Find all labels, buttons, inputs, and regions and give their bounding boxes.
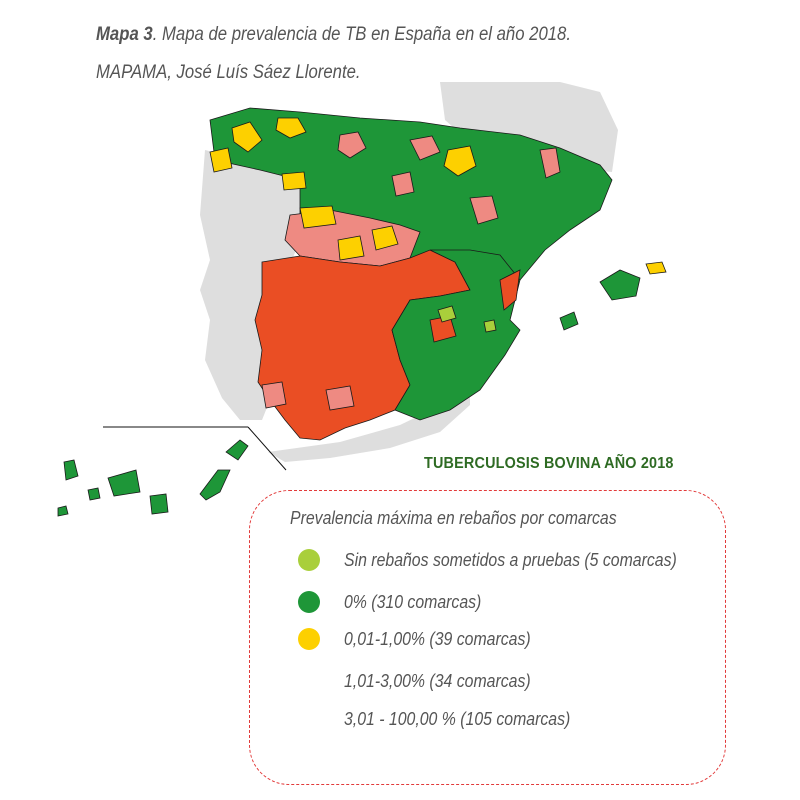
region-avila-low: [337, 235, 365, 261]
island-la-palma: [63, 459, 79, 481]
caption-credit: MAPAMA, José Luís Sáez Llorente.: [96, 62, 361, 83]
region-cantabria-mid: [337, 131, 367, 159]
legend-heading: Prevalencia máxima en rebaños por comarc…: [290, 508, 617, 528]
region-valencia-high: [499, 269, 521, 311]
caption-text: . Mapa de prevalencia de TB en España en…: [152, 24, 571, 45]
legend-swatch: [298, 549, 320, 571]
legend-item-low: 0,01-1,00% (39 comarcas): [298, 626, 556, 652]
caption-label: Mapa 3: [96, 24, 153, 45]
legend-label: 1,01-3,00% (34 comarcas): [344, 670, 531, 691]
region-aragon-mid: [539, 147, 561, 179]
island-lanzarote: [225, 439, 249, 461]
legend-box: [249, 490, 726, 785]
region-leon-mid: [469, 195, 499, 225]
region-sevilla-mid: [325, 385, 355, 411]
region-segovia-low: [371, 225, 399, 251]
legend-label: 0,01-1,00% (39 comarcas): [344, 628, 531, 649]
region-castilla-low: [281, 171, 307, 191]
canary-inset-line-diagonal: [247, 426, 287, 471]
region-cuenca-no-tests: [437, 305, 457, 323]
legend-item-mid: 1,01-3,00% (34 comarcas): [298, 668, 556, 694]
island-tenerife: [107, 469, 141, 497]
legend-item-high: 3,01 - 100,00 % (105 comarcas): [298, 706, 601, 732]
africa-region: [268, 388, 470, 462]
figure-caption: Mapa 3. Mapa de prevalencia de TB en Esp…: [96, 16, 571, 92]
region-pais-vasco-mid: [409, 135, 441, 161]
legend-label: Sin rebaños sometidos a pruebas (5 comar…: [344, 549, 677, 570]
legend-swatch: [298, 591, 320, 613]
legend-item-zero: 0% (310 comarcas): [298, 589, 500, 615]
legend-label: 3,01 - 100,00 % (105 comarcas): [344, 708, 571, 729]
legend-swatch: [298, 708, 320, 730]
region-north: [209, 107, 613, 301]
region-huelva-mid: [261, 381, 287, 409]
legend-swatch: [298, 628, 320, 650]
legend-swatch: [298, 670, 320, 692]
region-burgos-mid: [391, 171, 415, 197]
island-menorca: [645, 261, 667, 275]
france-region: [440, 82, 618, 172]
legend-item-no-tests: Sin rebaños sometidos a pruebas (5 comar…: [298, 547, 722, 573]
region-asturias-low: [275, 117, 307, 139]
caption-line-1: Mapa 3. Mapa de prevalencia de TB en Esp…: [96, 16, 571, 54]
portugal-region: [200, 150, 300, 420]
region-galicia-low: [231, 121, 263, 153]
island-gran-canaria: [149, 493, 169, 515]
island-el-hierro: [57, 505, 69, 517]
island-ibiza: [559, 311, 579, 331]
region-navarra-low: [443, 145, 477, 177]
region-salamanca-low: [299, 205, 337, 229]
island-la-gomera: [87, 487, 101, 501]
region-galicia-low-2: [209, 147, 233, 173]
legend-label: 0% (310 comarcas): [344, 591, 482, 612]
region-murcia-no-tests: [483, 319, 497, 333]
map-title: TUBERCULOSIS BOVINA AÑO 2018: [424, 455, 674, 472]
island-fuerteventura: [199, 469, 231, 501]
island-mallorca: [599, 269, 641, 301]
